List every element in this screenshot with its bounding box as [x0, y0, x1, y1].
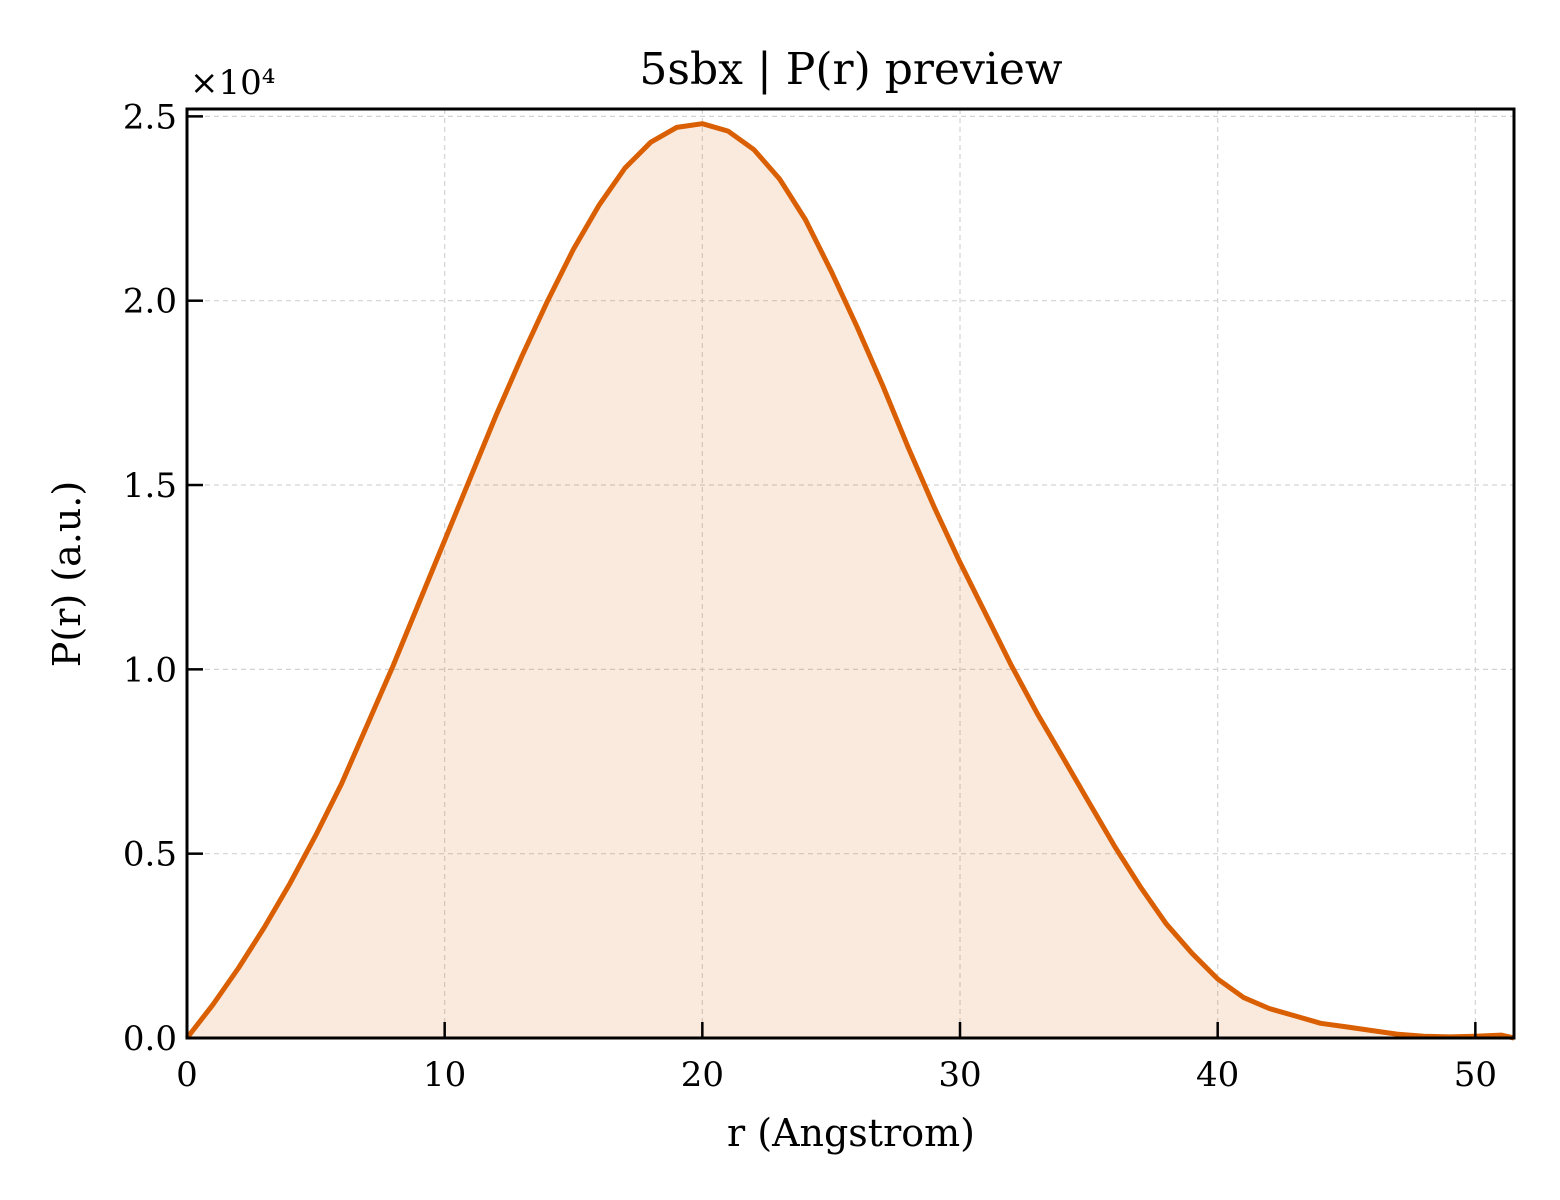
x-axis-label: r (Angstrom)	[727, 1111, 975, 1155]
pr-area-fill	[187, 123, 1514, 1038]
x-tick-label: 20	[681, 1055, 724, 1095]
plot-frame	[185, 107, 1516, 1040]
y-tick-label: 2.0	[123, 282, 177, 322]
y-axis-label: P(r) (a.u.)	[45, 481, 89, 667]
y-tick-label: 0.5	[123, 835, 177, 875]
x-tick-label: 10	[423, 1055, 466, 1095]
y-tick-label: 2.5	[123, 97, 177, 137]
grid-lines	[187, 109, 1514, 1038]
axis-ticks	[185, 115, 1477, 1040]
x-tick-label: 50	[1454, 1055, 1497, 1095]
x-tick-label: 30	[938, 1055, 981, 1095]
y-tick-label: 1.5	[123, 466, 177, 506]
y-axis-multiplier: ×10⁴	[190, 63, 275, 103]
y-tick-label: 1.0	[123, 650, 177, 690]
pr-curve-line	[185, 121, 1515, 1041]
y-tick-label: 0.0	[123, 1019, 177, 1059]
tick-labels: 0 10 20 30 40 50 0.0 0.5 1.0 1.5 2.0 2.5	[123, 97, 1497, 1095]
x-tick-label: 0	[176, 1055, 198, 1095]
x-tick-label: 40	[1196, 1055, 1239, 1095]
chart-title: 5sbx | P(r) preview	[639, 44, 1063, 95]
